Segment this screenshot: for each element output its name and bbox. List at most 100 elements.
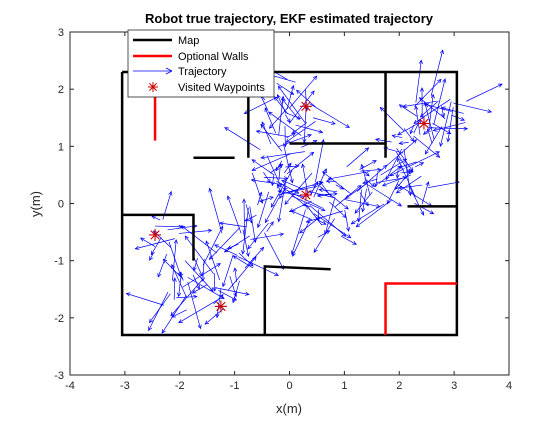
trajectory-arrow (361, 165, 370, 196)
trajectory-arrow (376, 138, 392, 142)
trajectory-arrow (234, 268, 237, 282)
trajectory-arrow (279, 96, 285, 135)
y-tick-label: 1 (58, 141, 64, 153)
trajectory-arrow (220, 222, 247, 227)
trajectory-arrow (406, 152, 439, 168)
trajectory-arrow (213, 273, 216, 291)
trajectory-arrow (293, 219, 311, 256)
map-walls-layer (122, 72, 457, 335)
trajectory-arrow (173, 278, 176, 300)
trajectory-arrow (345, 210, 350, 231)
x-tick-label: 4 (506, 380, 512, 392)
trajectory-arrow (250, 233, 283, 240)
trajectory-arrow (271, 175, 274, 186)
legend-waypoint-swatch (148, 82, 158, 92)
y-tick-label: -1 (54, 256, 64, 268)
waypoint-marker (215, 300, 227, 312)
waypoint-marker (300, 100, 312, 112)
x-tick-label: 0 (286, 380, 292, 392)
trajectory-arrow (287, 133, 296, 138)
waypoint-marker (300, 189, 312, 201)
trajectory-arrow (287, 86, 294, 109)
trajectory-arrow (313, 118, 335, 125)
trajectory-arrow (428, 181, 459, 188)
legend-waypoints-label: Visited Waypoints (178, 82, 265, 94)
y-axis-label: y(m) (28, 191, 43, 217)
trajectory-arrow (261, 124, 282, 151)
waypoint-marker (149, 229, 161, 241)
trajectory-arrow (380, 107, 404, 131)
trajectory-arrow (126, 293, 163, 305)
waypoint-marker (418, 117, 430, 129)
legend: Map Optional Walls Trajectory Visited Wa… (128, 30, 274, 97)
trajectory-arrow (414, 136, 440, 157)
trajectory-arrow (429, 127, 467, 130)
optional-wall (386, 284, 457, 335)
y-tick-label: 3 (58, 27, 64, 39)
trajectory-arrow (151, 237, 161, 254)
x-tick-label: -4 (65, 380, 75, 392)
trajectory-arrow (256, 130, 289, 137)
y-tick-label: -3 (54, 370, 64, 382)
trajectory-arrow (335, 185, 361, 206)
trajectory-arrow (289, 91, 314, 124)
trajectory-arrow (415, 163, 423, 167)
trajectory-arrow (360, 168, 380, 171)
legend-trajectory-label: Trajectory (178, 66, 227, 78)
trajectory-arrow (346, 183, 368, 199)
trajectory-arrow (447, 107, 454, 142)
trajectory-arrow (228, 257, 256, 290)
trajectory-arrow (152, 216, 160, 220)
trajectory-arrow (209, 188, 222, 233)
legend-map-label: Map (178, 35, 199, 47)
trajectory-arrow (409, 186, 424, 215)
trajectory-arrow (286, 121, 315, 142)
trajectory-arrow (278, 180, 286, 221)
trajectory-arrow (396, 169, 399, 178)
y-tick-label: -2 (54, 313, 64, 325)
map-wall (290, 143, 386, 157)
trajectory-arrow (169, 242, 181, 276)
trajectory-arrow (292, 211, 313, 220)
trajectory-arrow (392, 135, 402, 138)
trajectory-arrow (345, 200, 380, 208)
trajectory-arrow (285, 173, 312, 204)
trajectory-arrow (285, 115, 290, 123)
trajectory-arrow (225, 128, 260, 150)
chart-title: Robot true trajectory, EKF estimated tra… (145, 11, 434, 26)
trajectory-arrow (347, 148, 369, 167)
trajectory-arrow (466, 84, 502, 101)
x-tick-label: -2 (175, 380, 185, 392)
trajectory-arrow (265, 198, 279, 223)
trajectory-arrow (158, 254, 167, 277)
x-tick-label: -1 (230, 380, 240, 392)
trajectory-arrow (384, 147, 403, 153)
trajectory-arrow (264, 233, 283, 269)
trajectory-arrow (172, 310, 187, 317)
trajectory-arrow (356, 200, 392, 227)
trajectory-arrow (241, 208, 248, 254)
trajectory-arrow (250, 206, 257, 242)
trajectory-arrow (261, 152, 305, 159)
trajectory-arrow (149, 294, 170, 323)
trajectory-arrow (399, 141, 408, 144)
trajectory-arrow (271, 170, 292, 207)
legend-optional-walls-label: Optional Walls (178, 51, 249, 63)
trajectory-arrow (269, 107, 287, 128)
x-tick-label: 2 (396, 380, 402, 392)
trajectory-arrow (181, 226, 217, 253)
trajectory-arrow (416, 60, 423, 102)
trajectory-arrow (252, 173, 263, 203)
y-tick-label: 2 (58, 84, 64, 96)
trajectory-arrow (257, 192, 268, 228)
trajectory-arrow (203, 226, 223, 265)
map-wall (265, 266, 331, 335)
trajectory-arrow (310, 104, 349, 128)
trajectory-arrow (427, 129, 432, 143)
x-axis-label: x(m) (276, 401, 302, 416)
trajectory-arrow (265, 108, 276, 133)
trajectory-arrow (155, 225, 182, 228)
trajectory-arrow (453, 103, 491, 113)
